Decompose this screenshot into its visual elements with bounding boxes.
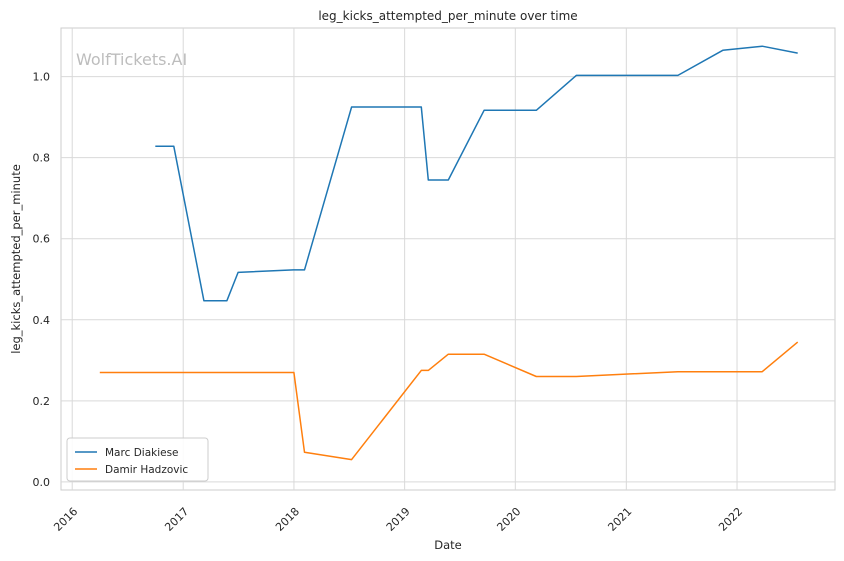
series-line-damir-hadzovic [99, 341, 799, 461]
plot-frame [60, 27, 836, 491]
series-line-marc-diakiese [155, 45, 798, 302]
y-axis-label: leg_kicks_attempted_per_minute [9, 164, 23, 354]
plot-area: WolfTickets.AI [60, 27, 836, 491]
y-tick-label: 0.4 [33, 314, 51, 327]
y-tick-label: 0.6 [33, 233, 51, 246]
legend: Marc Diakiese Damir Hadzovic [66, 437, 209, 482]
legend-label: Damir Hadzovic [105, 464, 188, 476]
watermark: WolfTickets.AI [76, 50, 187, 69]
y-tick-label: 0.8 [33, 152, 51, 165]
y-tick-label: 1.0 [33, 71, 51, 84]
legend-box [66, 437, 209, 482]
y-axis-ticks: 0.0 0.2 0.4 0.6 0.8 1.0 [33, 71, 51, 489]
x-axis-label: Date [434, 538, 462, 552]
y-tick-label: 0.2 [33, 395, 51, 408]
chart-title: leg_kicks_attempted_per_minute over time [318, 9, 577, 23]
series-lines [99, 45, 799, 461]
legend-label: Marc Diakiese [105, 447, 179, 459]
grid [61, 28, 835, 490]
y-tick-label: 0.0 [33, 476, 51, 489]
